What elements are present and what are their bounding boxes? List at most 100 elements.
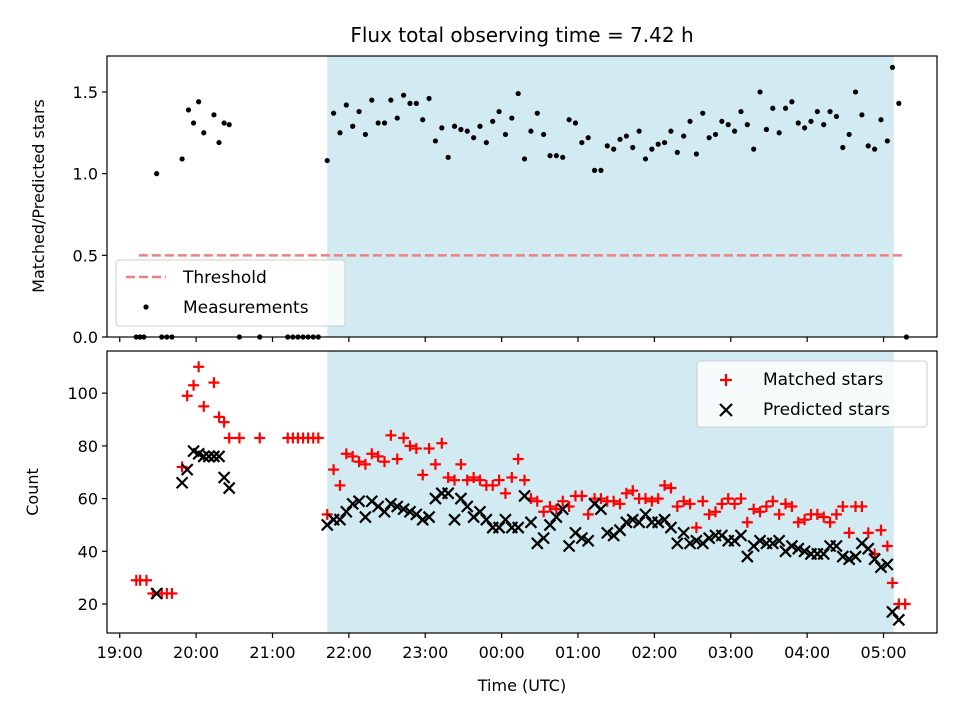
matched-point <box>729 498 741 510</box>
predicted-point-b <box>741 550 754 563</box>
x-tick-label: 01:00 <box>555 643 601 662</box>
x-tick-label: 21:00 <box>249 643 295 662</box>
measurement-point <box>604 143 610 149</box>
matched-point <box>208 377 220 389</box>
x-tick-label: 03:00 <box>708 643 754 662</box>
matched-point <box>538 506 550 518</box>
matched-point <box>837 500 849 512</box>
predicted-point <box>753 534 767 548</box>
predicted-point <box>575 531 589 545</box>
measurement-point <box>661 139 668 146</box>
legend-threshold-label: Threshold <box>182 268 267 288</box>
matched-point <box>639 493 651 505</box>
matched-point <box>830 508 842 520</box>
bottom-legend: Matched stars Predicted stars <box>696 360 928 428</box>
matched-point <box>767 495 779 507</box>
predicted-point <box>594 502 608 516</box>
measurement-point <box>502 131 509 138</box>
measurement-point <box>375 120 381 126</box>
measurement-point <box>350 123 356 129</box>
predicted-point-b <box>556 502 570 516</box>
predicted-point-b <box>766 537 780 550</box>
predicted-point <box>874 560 888 574</box>
measurement-point <box>154 171 160 177</box>
predicted-point <box>601 526 614 540</box>
predicted-point-b <box>192 447 205 461</box>
matched-point <box>468 472 480 484</box>
matched-point <box>417 469 429 481</box>
bottom-y-tick-label: 80 <box>78 437 98 456</box>
predicted-point-b <box>575 531 589 545</box>
bottom-y-tick-label: 20 <box>78 595 98 614</box>
measurement-point <box>840 144 846 151</box>
predicted-point <box>422 510 436 524</box>
predicted-point-b <box>524 516 538 529</box>
matched-point <box>188 379 200 391</box>
measurement-point <box>221 120 227 126</box>
measurement-point <box>681 133 687 139</box>
matched-point <box>321 508 333 520</box>
figure-title: Flux total observing time = 7.42 h <box>350 23 693 47</box>
predicted-point-b <box>202 450 216 463</box>
measurement-point <box>388 97 394 103</box>
bottom-legend-box <box>696 360 928 428</box>
predicted-point-b <box>881 558 894 571</box>
measurement-point <box>725 122 731 128</box>
predicted-point <box>842 552 856 566</box>
measurement-point <box>407 100 413 106</box>
matched-point <box>391 453 403 465</box>
measurement-point <box>515 90 521 97</box>
x-tick-label: 02:00 <box>631 643 677 662</box>
predicted-point <box>861 542 875 555</box>
matched-point <box>410 443 422 455</box>
top-shaded-interval <box>327 56 894 337</box>
measurement-point <box>490 118 496 124</box>
predicted-point <box>892 613 906 627</box>
measurement-point <box>852 89 859 95</box>
matched-point <box>652 493 664 505</box>
legend-measurements-swatch <box>143 304 149 310</box>
measurement-point <box>751 146 757 152</box>
predicted-point <box>448 513 461 526</box>
predicted-point <box>671 537 684 550</box>
matched-point <box>385 429 397 441</box>
measurement-point <box>649 146 655 152</box>
measurement-point <box>889 64 896 71</box>
predicted-point-b <box>511 521 525 534</box>
predicted-point-b <box>664 521 678 534</box>
x-tick-label: 05:00 <box>860 643 906 662</box>
predicted-point-b <box>651 516 665 529</box>
measurement-point <box>458 126 464 133</box>
matched-point <box>671 500 683 512</box>
predicted-point <box>197 450 211 463</box>
predicted-point-b <box>849 550 862 563</box>
predicted-point <box>849 550 862 563</box>
predicted-point-b <box>772 534 786 548</box>
predicted-point <box>772 534 786 548</box>
matched-point <box>697 495 709 507</box>
matched-point <box>792 516 804 528</box>
measurement-point <box>196 99 202 105</box>
predicted-point-b <box>626 513 640 526</box>
measurement-point <box>744 122 750 128</box>
predicted-point-b <box>180 463 194 476</box>
predicted-point-b <box>569 526 582 540</box>
bottom-y-tick-label: 100 <box>67 384 98 403</box>
matched-point <box>455 458 467 470</box>
predicted-point-b <box>620 516 633 529</box>
measurement-point <box>693 151 700 157</box>
predicted-point-b <box>753 534 767 548</box>
matched-point <box>366 448 378 460</box>
measurement-point <box>432 138 439 144</box>
predicted-point-b <box>403 505 417 519</box>
measurement-point <box>579 139 585 146</box>
matched-point <box>487 479 499 491</box>
matched-point <box>856 500 868 512</box>
measurement-point <box>337 130 343 136</box>
matched-point <box>340 448 352 460</box>
measurement-point <box>179 156 185 162</box>
predicted-point-b <box>359 510 372 524</box>
predicted-point-b <box>671 537 684 550</box>
matched-point <box>684 498 696 510</box>
matched-point <box>544 500 556 512</box>
